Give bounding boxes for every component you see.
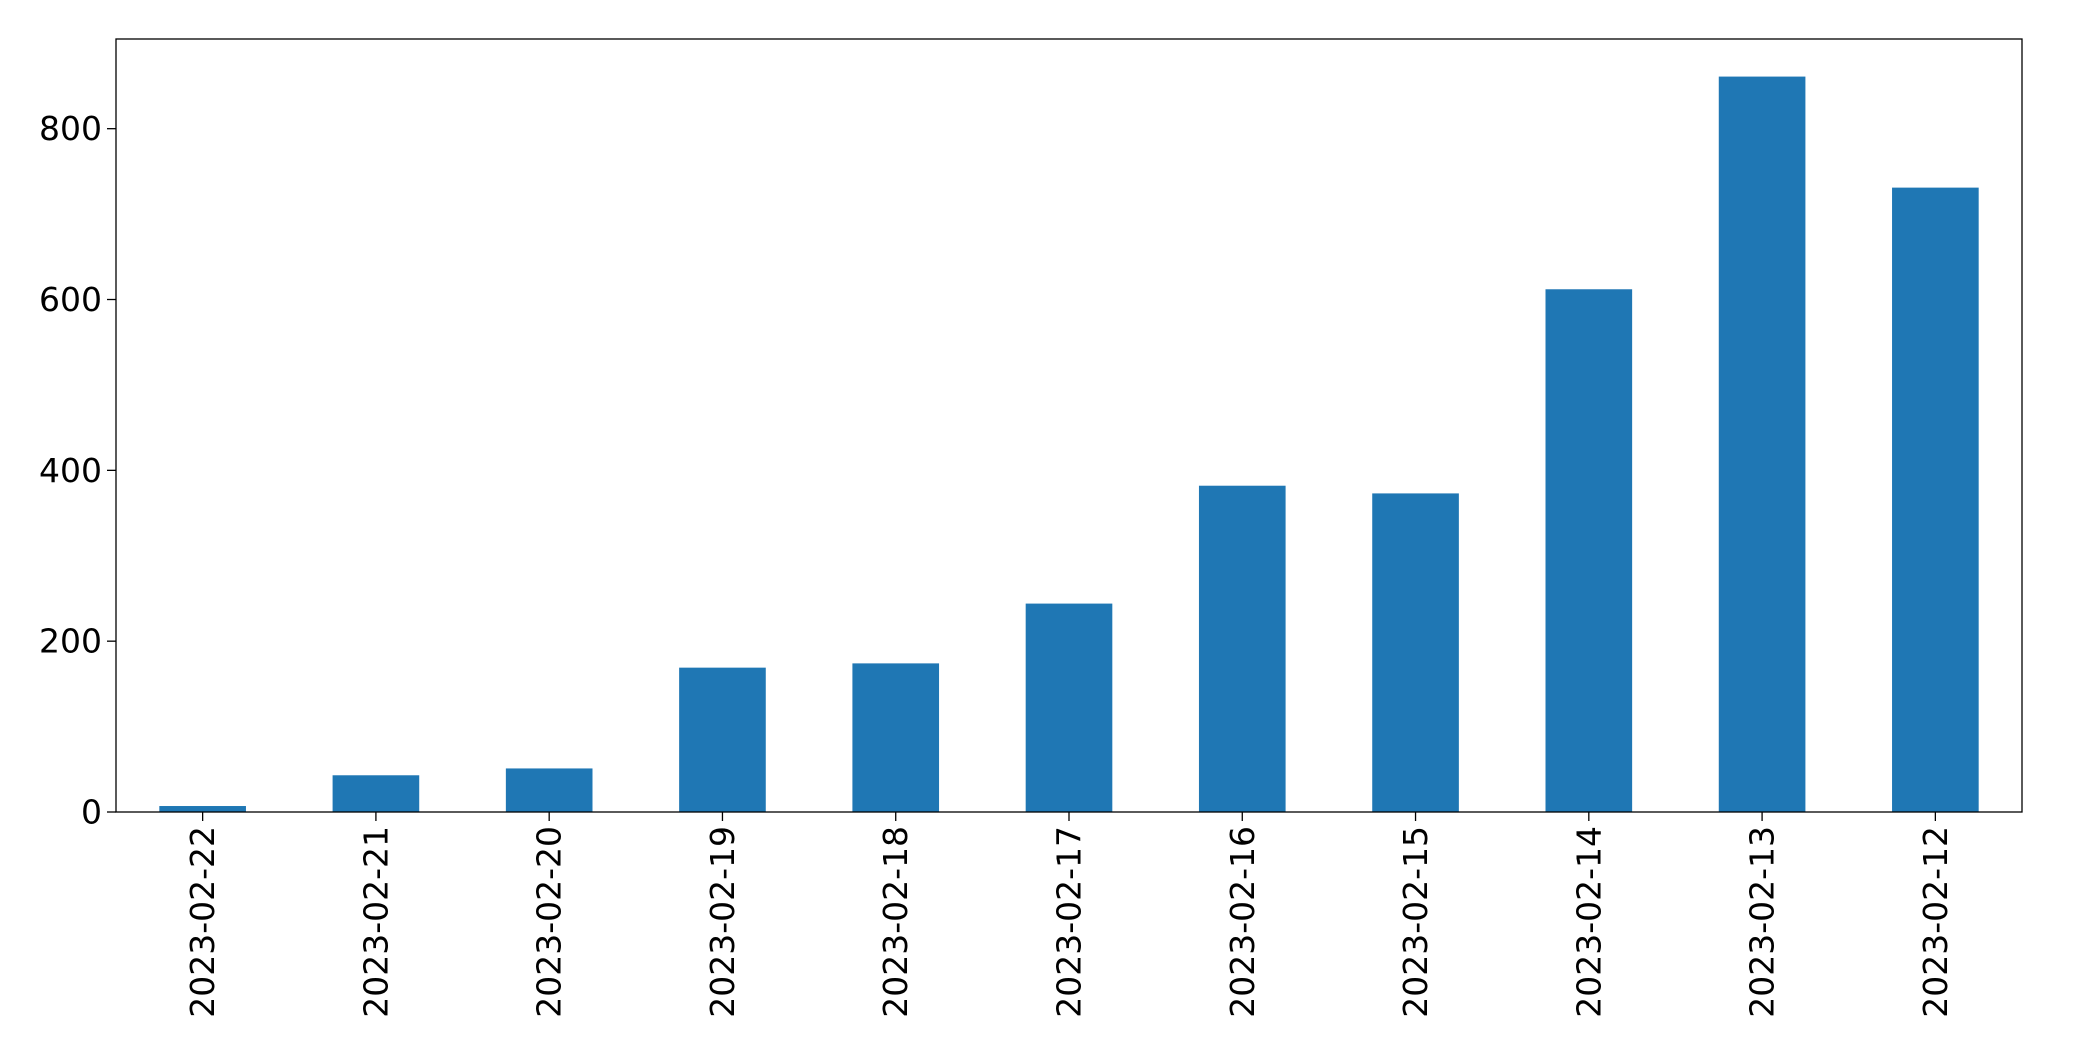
- y-tick-label: 400: [39, 451, 102, 490]
- x-tick-label: 2023-02-12: [1916, 826, 1955, 1018]
- y-axis: 0 200 400 600 800: [39, 109, 116, 832]
- bar-2023-02-13: [1718, 76, 1806, 812]
- bar-2023-02-18: [852, 663, 940, 812]
- y-tick-label: 200: [39, 622, 102, 661]
- bar-2023-02-15: [1372, 493, 1459, 812]
- x-axis: 2023-02-22 2023-02-21 2023-02-20 2023-02-19…: [183, 812, 1955, 1018]
- bars-group: [159, 76, 1979, 813]
- plot-frame: [115, 38, 2023, 813]
- bar-2023-02-17: [1025, 603, 1113, 812]
- bar-2023-02-21: [332, 775, 420, 812]
- y-tick-label: 0: [81, 793, 102, 832]
- x-tick-label: 2023-02-17: [1050, 826, 1089, 1018]
- bar-2023-02-22: [159, 806, 246, 812]
- bar-2023-02-16: [1198, 485, 1286, 812]
- y-tick-label: 800: [39, 109, 102, 148]
- x-tick-label: 2023-02-22: [183, 826, 222, 1018]
- x-tick-label: 2023-02-15: [1396, 826, 1435, 1018]
- bar-2023-02-20: [505, 768, 593, 812]
- bar-2023-02-12: [1892, 187, 1979, 813]
- y-tick-label: 600: [39, 280, 102, 319]
- x-tick-label: 2023-02-18: [876, 826, 915, 1018]
- x-tick-label: 2023-02-14: [1569, 826, 1608, 1018]
- bar-2023-02-19: [679, 667, 766, 812]
- x-tick-label: 2023-02-13: [1743, 826, 1782, 1018]
- x-tick-label: 2023-02-16: [1223, 826, 1262, 1018]
- x-tick-label: 2023-02-20: [530, 826, 569, 1018]
- bar-2023-02-14: [1545, 289, 1633, 812]
- x-tick-label: 2023-02-19: [703, 826, 742, 1018]
- x-tick-label: 2023-02-21: [356, 826, 395, 1018]
